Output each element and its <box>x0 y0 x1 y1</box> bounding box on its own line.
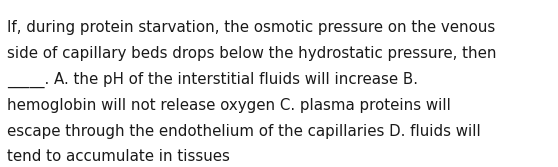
Text: escape through the endothelium of the capillaries D. fluids will: escape through the endothelium of the ca… <box>7 124 481 139</box>
Text: If, during protein starvation, the osmotic pressure on the venous: If, during protein starvation, the osmot… <box>7 20 496 35</box>
Text: side of capillary beds drops below the hydrostatic pressure, then: side of capillary beds drops below the h… <box>7 46 497 61</box>
Text: hemoglobin will not release oxygen C. plasma proteins will: hemoglobin will not release oxygen C. pl… <box>7 98 451 113</box>
Text: tend to accumulate in tissues: tend to accumulate in tissues <box>7 149 230 164</box>
Text: _____. A. the pH of the interstitial fluids will increase B.: _____. A. the pH of the interstitial flu… <box>7 72 418 88</box>
